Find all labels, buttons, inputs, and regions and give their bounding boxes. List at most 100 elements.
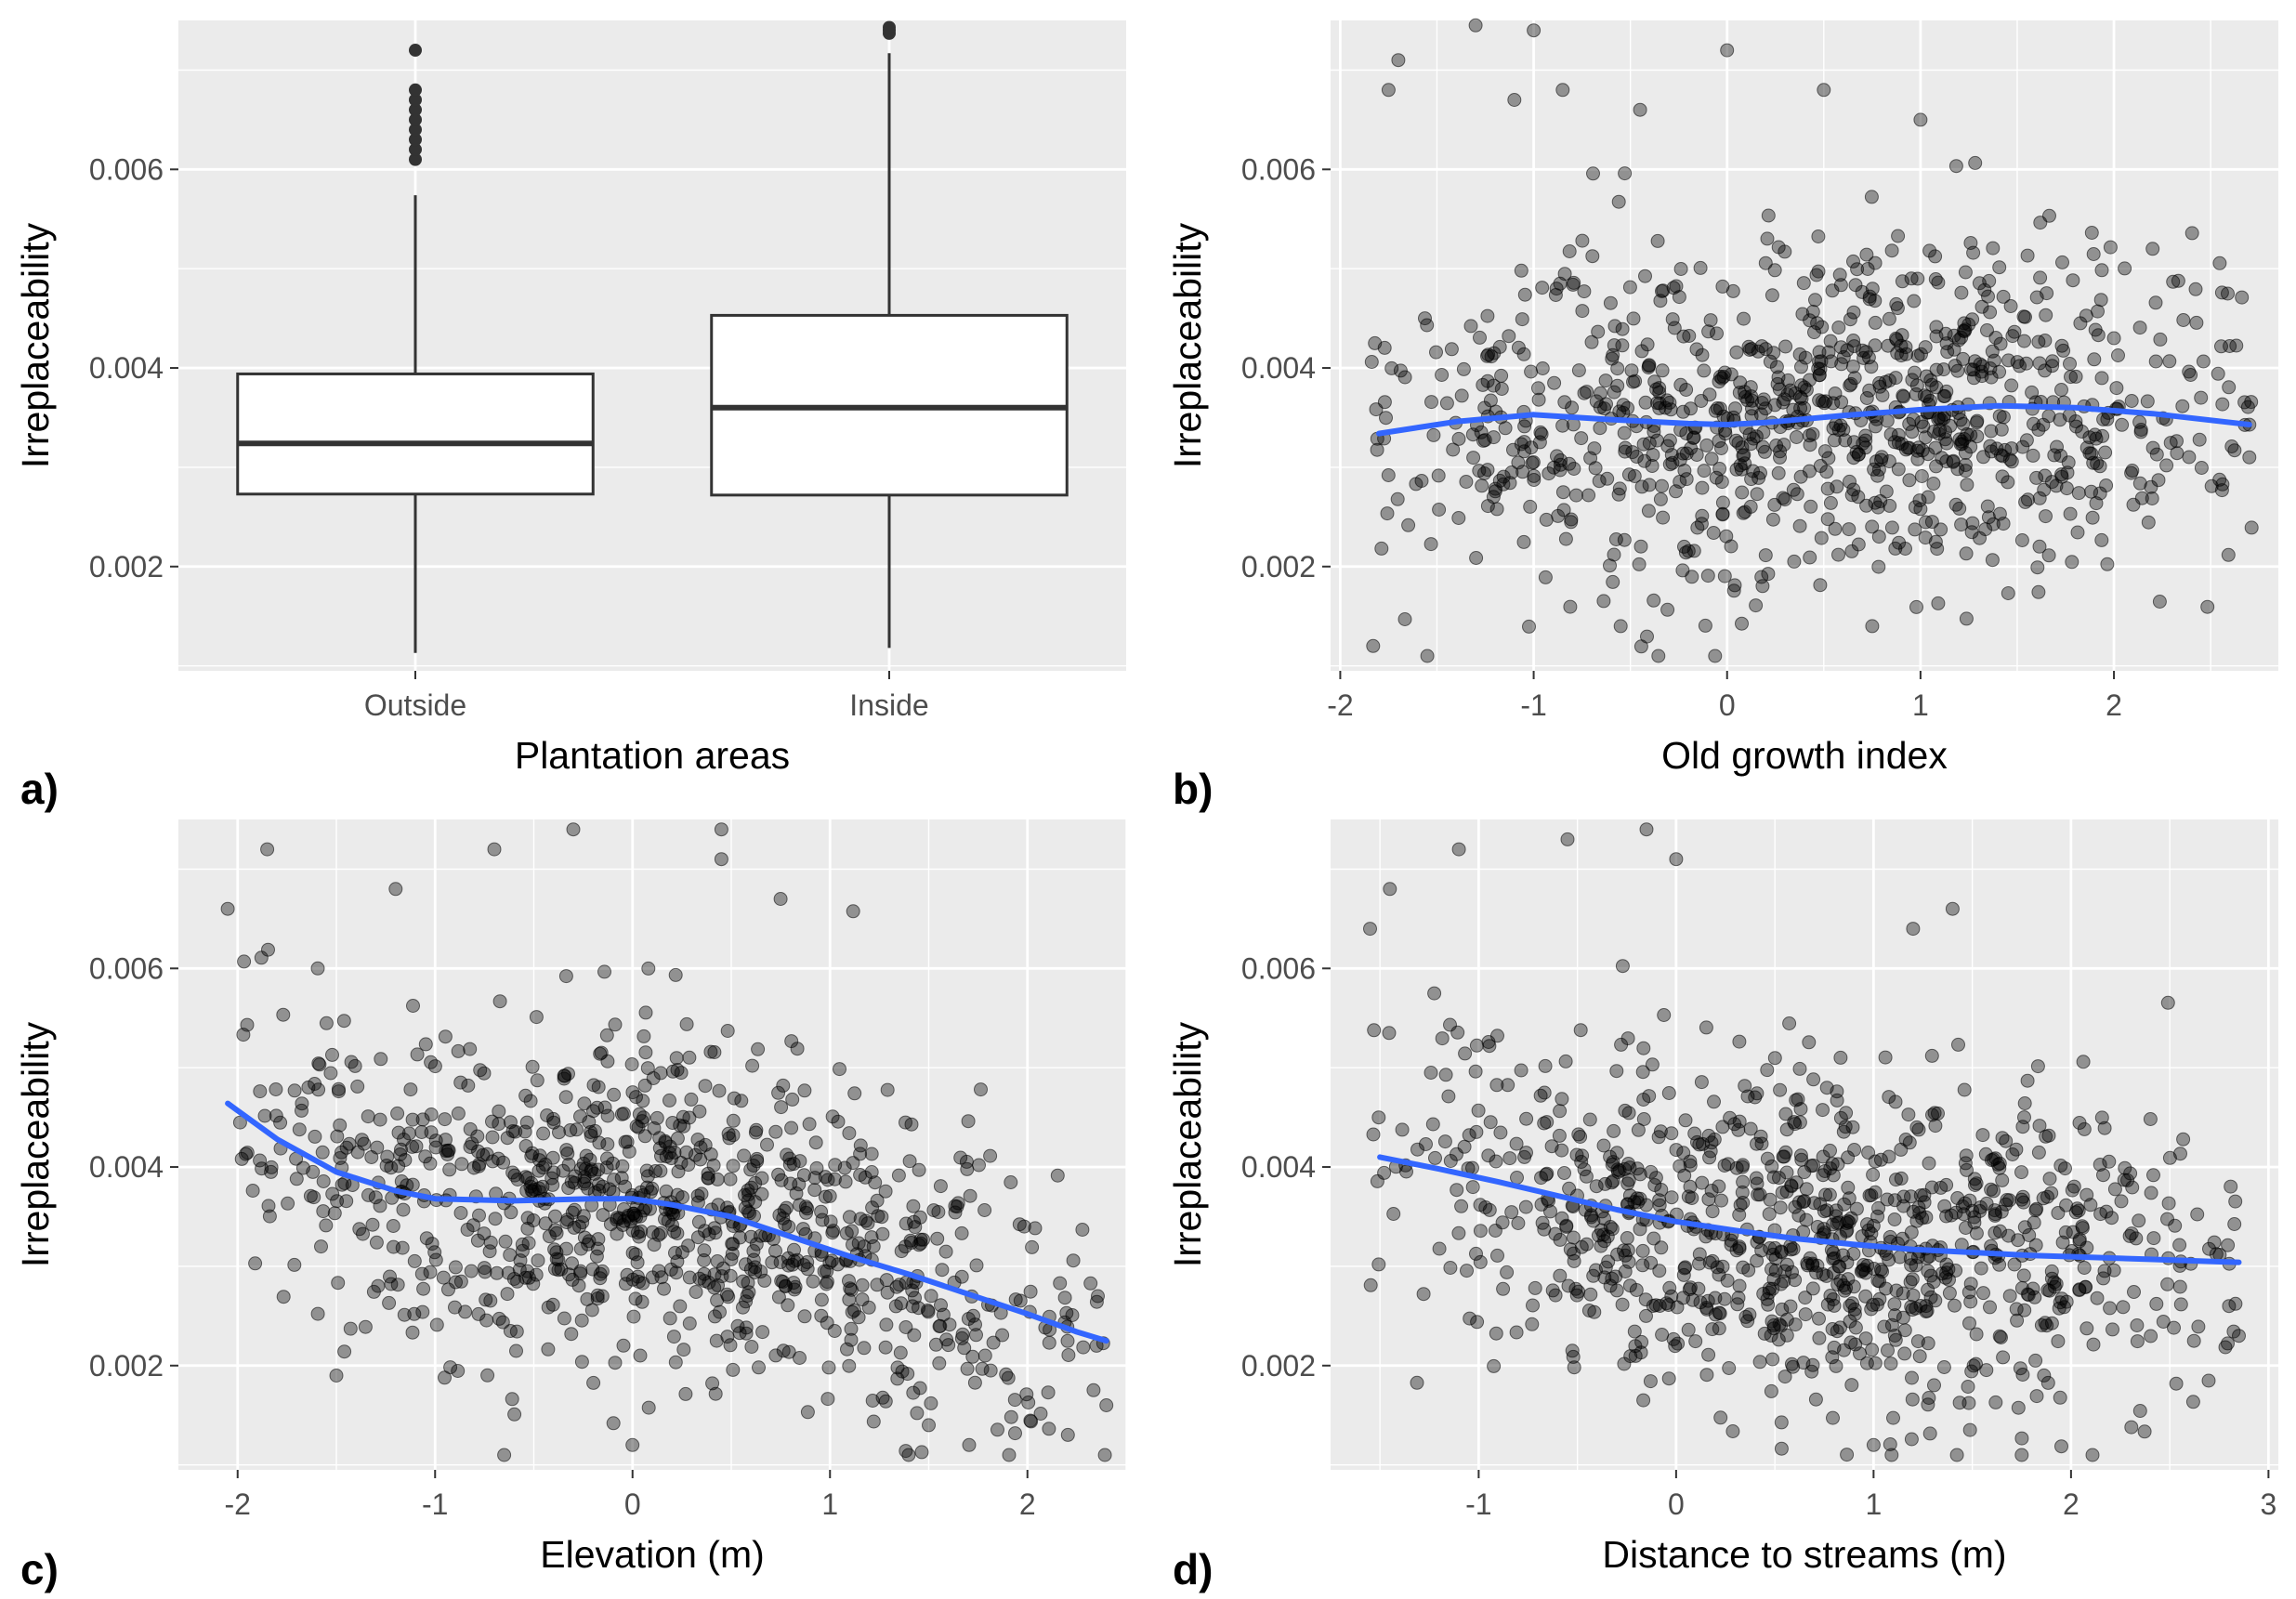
scatter-point <box>1919 1304 1934 1319</box>
scatter-point <box>1555 485 1570 500</box>
scatter-point <box>1963 1277 1978 1291</box>
scatter-point <box>2242 450 2257 465</box>
scatter-point <box>1632 557 1647 571</box>
scatter-point <box>370 1140 385 1155</box>
scatter-point <box>325 1047 339 1062</box>
scatter-point <box>1870 1273 1885 1288</box>
scatter-point <box>1823 334 1838 348</box>
scatter-point <box>726 1362 741 1377</box>
scatter-point <box>2099 1204 2114 1219</box>
scatter-point <box>1996 1350 2011 1365</box>
scatter-point <box>2033 270 2048 285</box>
scatter-point <box>1397 612 1412 626</box>
x-tick-label: Inside <box>849 688 928 722</box>
scatter-point <box>451 1043 466 1058</box>
scatter-point <box>1599 397 1613 412</box>
scatter-point <box>485 1130 500 1145</box>
scatter-point <box>295 1103 308 1118</box>
scatter-point <box>1567 275 1581 290</box>
scatter-point <box>1871 530 1886 544</box>
scatter-point <box>1922 1426 1937 1441</box>
scatter-point <box>845 1304 859 1319</box>
scatter-point <box>1645 1057 1660 1072</box>
scatter-point <box>784 1034 799 1049</box>
scatter-point <box>1712 1321 1726 1336</box>
scatter-point <box>1889 296 1904 311</box>
scatter-point <box>1687 1126 1702 1141</box>
scatter-point <box>368 1190 383 1205</box>
scatter-point <box>332 1084 346 1099</box>
scatter-point <box>2058 1161 2072 1176</box>
scatter-point <box>1962 1422 1977 1437</box>
scatter-point <box>2056 343 2071 358</box>
scatter-point <box>442 1162 457 1177</box>
scatter-point <box>1767 263 1782 278</box>
scatter-point <box>752 1360 766 1375</box>
scatter-point <box>1988 1225 2002 1240</box>
scatter-point <box>2235 290 2250 305</box>
scatter-point <box>1866 1437 1881 1452</box>
scatter-point <box>1825 1350 1840 1365</box>
scatter-point <box>1592 474 1607 489</box>
y-tick-label: 0.006 <box>89 152 164 186</box>
scatter-point <box>496 1155 511 1170</box>
scatter-point <box>2031 584 2046 599</box>
scatter-point <box>1693 260 1708 275</box>
scatter-point <box>1511 455 1526 470</box>
scatter-point <box>1905 1272 1920 1287</box>
scatter-point <box>2221 547 2236 562</box>
scatter-point <box>606 1416 621 1431</box>
scatter-point <box>663 1311 677 1326</box>
scatter-point <box>1638 269 1652 283</box>
scatter-point <box>866 1414 881 1429</box>
scatter-point <box>737 1148 752 1163</box>
scatter-point <box>1816 1103 1830 1118</box>
scatter-point <box>1469 1038 1484 1053</box>
scatter-point <box>1517 287 1532 302</box>
scatter-point <box>2042 1172 2057 1186</box>
scatter-point <box>1008 1292 1023 1307</box>
scatter-point <box>1012 1217 1027 1232</box>
scatter-point <box>1584 1208 1598 1223</box>
scatter-point <box>1858 440 1873 455</box>
scatter-point <box>1901 1108 1916 1122</box>
scatter-point <box>1577 284 1592 299</box>
scatter-point <box>1574 431 1589 446</box>
scatter-point <box>1942 1272 1956 1287</box>
scatter-point <box>673 1299 688 1314</box>
scatter-point <box>1393 363 1408 378</box>
scatter-point <box>831 1257 846 1272</box>
scatter-point <box>1443 1017 1457 1032</box>
scatter-point <box>2149 1296 2164 1311</box>
scatter-point <box>1664 1126 1679 1141</box>
scatter-point <box>1887 1297 1902 1312</box>
scatter-point <box>1820 512 1835 527</box>
scatter-point <box>689 1285 703 1299</box>
scatter-point <box>1891 229 1906 243</box>
scatter-point <box>1577 386 1592 400</box>
scatter-point <box>536 1126 551 1141</box>
scatter-point <box>1586 1268 1601 1283</box>
scatter-point <box>1568 488 1583 503</box>
scatter-point <box>2160 1277 2175 1291</box>
scatter-point <box>815 1212 830 1227</box>
scatter-point <box>427 1245 442 1260</box>
scatter-point <box>955 1327 970 1342</box>
scatter-point <box>1960 478 1975 492</box>
scatter-point <box>2020 248 2035 263</box>
scatter-point <box>1420 649 1435 663</box>
scatter-point <box>1712 434 1726 449</box>
scatter-point <box>289 1172 304 1186</box>
scatter-point <box>2159 458 2174 473</box>
scatter-point <box>557 1311 571 1326</box>
scatter-point <box>1366 638 1381 653</box>
scatter-point <box>2169 1376 2184 1391</box>
scatter-point <box>1864 1302 1879 1317</box>
scatter-point <box>1558 531 1573 546</box>
scatter-point <box>960 1361 975 1376</box>
scatter-point <box>1735 616 1749 631</box>
scatter-point <box>697 1243 712 1258</box>
scatter-point <box>1838 1120 1853 1134</box>
scatter-point <box>1909 378 1924 393</box>
